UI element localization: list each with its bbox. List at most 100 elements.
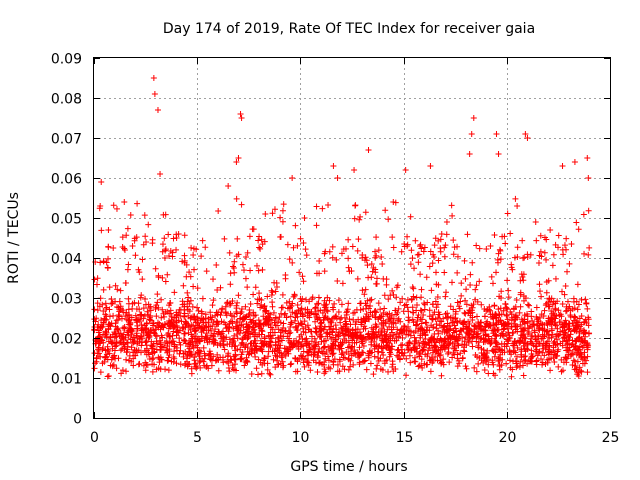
data-point <box>545 299 552 306</box>
data-point <box>428 354 435 361</box>
data-point <box>415 259 422 266</box>
data-point <box>106 284 113 291</box>
data-point <box>463 342 470 349</box>
data-point <box>528 347 535 354</box>
data-point <box>159 344 166 351</box>
data-point <box>166 317 173 324</box>
data-point <box>277 333 284 340</box>
data-point <box>214 321 221 328</box>
data-point <box>315 294 322 301</box>
data-point <box>313 203 320 210</box>
y-axis-label: ROTI / TECUs <box>6 192 22 284</box>
data-point <box>329 342 336 349</box>
data-point <box>409 284 416 291</box>
data-point <box>156 359 163 366</box>
data-point <box>159 306 166 313</box>
data-point <box>371 353 378 360</box>
data-point <box>456 331 463 338</box>
data-point <box>334 175 341 181</box>
data-point <box>584 305 591 312</box>
data-point <box>329 350 336 357</box>
data-point <box>147 317 154 324</box>
data-point <box>541 307 548 314</box>
data-point <box>197 357 204 364</box>
data-point <box>194 314 201 321</box>
data-point <box>284 241 291 248</box>
data-point <box>452 325 459 332</box>
data-point <box>205 365 212 372</box>
data-point <box>134 200 141 207</box>
data-point <box>477 335 484 342</box>
data-point <box>463 365 470 372</box>
data-point <box>128 331 135 338</box>
data-point <box>252 340 258 347</box>
data-point <box>463 301 470 308</box>
data-point <box>584 369 591 376</box>
data-point <box>312 341 319 348</box>
data-point <box>182 321 189 328</box>
data-point <box>110 312 117 319</box>
data-point <box>470 115 477 121</box>
data-point <box>124 266 131 273</box>
data-point <box>191 361 198 368</box>
data-point <box>330 314 337 321</box>
data-point <box>167 248 174 255</box>
data-point <box>321 297 328 304</box>
data-point <box>517 277 524 284</box>
data-point <box>164 349 171 356</box>
data-point <box>118 370 125 377</box>
data-point <box>164 271 171 278</box>
data-point <box>210 353 217 360</box>
data-point <box>349 343 356 350</box>
data-point <box>125 295 132 302</box>
data-point <box>462 363 469 370</box>
data-point <box>573 318 580 325</box>
data-point <box>330 325 337 332</box>
data-point <box>499 233 506 240</box>
data-point <box>386 315 393 322</box>
data-point <box>149 368 156 375</box>
data-point <box>133 319 140 326</box>
data-point <box>450 251 457 258</box>
data-point <box>412 338 419 345</box>
data-point <box>301 215 308 221</box>
data-point <box>505 329 512 336</box>
data-point <box>283 314 290 321</box>
data-point <box>575 301 582 308</box>
data-point <box>190 245 197 252</box>
data-point <box>265 353 272 360</box>
data-point <box>381 305 388 312</box>
data-point <box>423 274 430 281</box>
data-point <box>165 231 172 238</box>
data-point <box>470 333 477 340</box>
data-point <box>154 291 161 298</box>
data-point <box>411 341 418 348</box>
data-point <box>455 342 462 349</box>
data-point <box>394 352 401 359</box>
data-point <box>218 318 225 325</box>
data-point <box>291 292 298 299</box>
data-point <box>467 271 474 278</box>
data-point <box>316 258 323 265</box>
data-point <box>325 357 332 364</box>
data-point <box>91 350 98 357</box>
data-point <box>543 236 550 243</box>
data-point <box>154 107 161 113</box>
data-point <box>278 304 285 311</box>
data-point <box>559 300 566 307</box>
data-point <box>255 267 262 274</box>
data-point <box>379 325 386 332</box>
data-point <box>552 275 559 282</box>
data-point <box>477 323 484 330</box>
data-point <box>238 351 245 358</box>
data-point <box>336 346 343 353</box>
data-point <box>451 344 458 351</box>
data-point <box>367 360 374 367</box>
data-point <box>257 245 264 252</box>
data-point <box>357 213 364 220</box>
data-point <box>381 335 388 342</box>
data-point <box>117 287 124 294</box>
data-point <box>534 352 541 359</box>
data-point <box>229 337 236 344</box>
data-point <box>264 360 271 367</box>
